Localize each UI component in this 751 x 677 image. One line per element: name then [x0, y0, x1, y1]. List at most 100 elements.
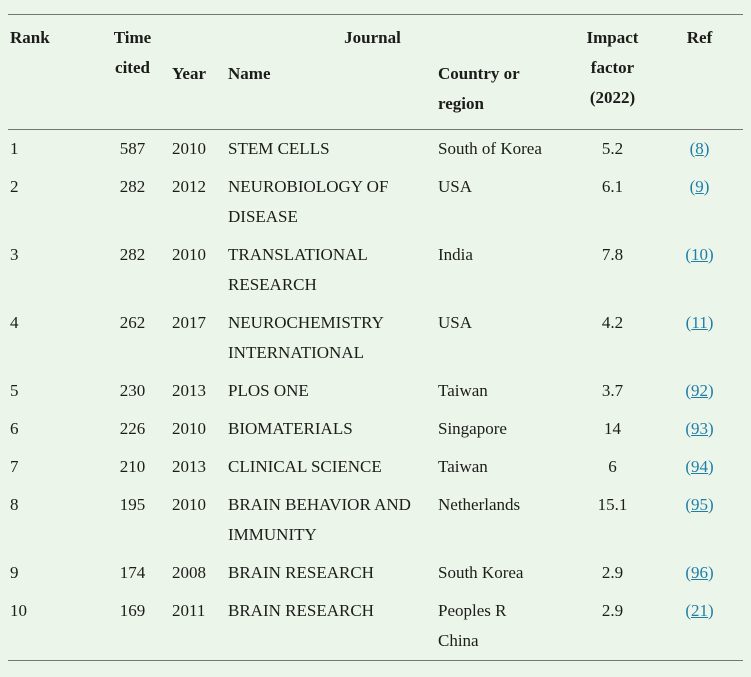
rank-cell: 7 [10, 457, 19, 476]
time-cited-cell: 226 [119, 419, 146, 438]
time-cited-cell: 169 [119, 601, 146, 620]
rank-cell: 5 [10, 381, 19, 400]
journal-name-cell: STEM CELLS [228, 139, 330, 158]
ref-link[interactable]: (95) [685, 495, 713, 514]
impact-factor-cell: 2.9 [601, 601, 624, 620]
ref-open-paren: ( [685, 245, 692, 264]
ref-link[interactable]: (96) [685, 563, 713, 582]
country-cell: Peoples R China [438, 601, 507, 650]
year-cell: 2013 [172, 457, 206, 476]
header-journal-group: Journal [344, 28, 401, 47]
ref-close-paren: ) [703, 139, 710, 158]
ref-open-paren: ( [685, 381, 692, 400]
ref-number: 21 [691, 601, 709, 620]
header-row-sub: Year Name Country or region [8, 53, 743, 130]
year-cell: 2013 [172, 381, 206, 400]
ref-cell: (8) [650, 130, 743, 169]
ref-open-paren: ( [685, 601, 692, 620]
journal-name-cell: NEUROBIOLOGY OF DISEASE [228, 177, 389, 226]
ref-cell: (21) [650, 592, 743, 661]
ref-link[interactable]: (9) [690, 177, 710, 196]
ref-close-paren: ) [708, 245, 714, 264]
country-cell: Netherlands [438, 495, 521, 514]
ref-close-paren: ) [708, 457, 714, 476]
ref-number: 92 [691, 381, 709, 400]
ref-number: 10 [691, 245, 709, 264]
ref-number: 95 [691, 495, 709, 514]
country-cell: Taiwan [438, 457, 488, 476]
table-row: 8 195 2010 BRAIN BEHAVIOR AND IMMUNITY N… [8, 486, 743, 554]
table-row: 10 169 2011 BRAIN RESEARCH Peoples R Chi… [8, 592, 743, 661]
ref-open-paren: ( [685, 457, 692, 476]
journal-name-cell: BRAIN RESEARCH [228, 563, 374, 582]
table-row: 6 226 2010 BIOMATERIALS Singapore 14 (93… [8, 410, 743, 448]
header-time-cited: Time cited [95, 14, 170, 130]
time-cited-cell: 262 [119, 313, 146, 332]
ref-cell: (94) [650, 448, 743, 486]
rank-cell: 10 [10, 601, 27, 620]
table-row: 2 282 2012 NEUROBIOLOGY OF DISEASE USA 6… [8, 168, 743, 236]
year-cell: 2017 [172, 313, 206, 332]
year-cell: 2008 [172, 563, 206, 582]
rank-cell: 1 [10, 139, 19, 158]
impact-factor-cell: 3.7 [601, 381, 624, 400]
table-row: 7 210 2013 CLINICAL SCIENCE Taiwan 6 (94… [8, 448, 743, 486]
ref-close-paren: ) [708, 495, 714, 514]
impact-factor-cell: 15.1 [597, 495, 628, 514]
ref-cell: (92) [650, 372, 743, 410]
year-cell: 2012 [172, 177, 206, 196]
table-row: 9 174 2008 BRAIN RESEARCH South Korea 2.… [8, 554, 743, 592]
header-rank: Rank [8, 14, 95, 130]
year-cell: 2010 [172, 495, 206, 514]
ref-link[interactable]: (11) [686, 313, 714, 332]
ref-close-paren: ) [707, 313, 714, 332]
ref-link[interactable]: (21) [685, 601, 713, 620]
ref-open-paren: ( [685, 495, 692, 514]
impact-factor-cell: 5.2 [601, 139, 624, 158]
time-cited-cell: 210 [119, 457, 146, 476]
time-cited-cell: 587 [119, 139, 146, 158]
ref-number: 8 [695, 139, 704, 158]
ref-close-paren: ) [703, 177, 710, 196]
rank-cell: 9 [10, 563, 19, 582]
ref-number: 11 [691, 313, 708, 332]
ref-link[interactable]: (10) [685, 245, 713, 264]
journal-name-cell: BIOMATERIALS [228, 419, 353, 438]
ref-cell: (9) [650, 168, 743, 236]
ref-cell: (93) [650, 410, 743, 448]
ref-number: 93 [691, 419, 709, 438]
impact-factor-cell: 2.9 [601, 563, 624, 582]
ref-close-paren: ) [708, 419, 714, 438]
journal-name-cell: NEUROCHEMISTRY INTERNATIONAL [228, 313, 384, 362]
ref-link[interactable]: (92) [685, 381, 713, 400]
time-cited-cell: 174 [119, 563, 146, 582]
rank-cell: 4 [10, 313, 19, 332]
time-cited-cell: 282 [119, 177, 146, 196]
ref-link[interactable]: (94) [685, 457, 713, 476]
ref-close-paren: ) [708, 381, 714, 400]
ref-link[interactable]: (8) [690, 139, 710, 158]
rank-cell: 6 [10, 419, 19, 438]
ref-link[interactable]: (93) [685, 419, 713, 438]
journal-name-cell: BRAIN BEHAVIOR AND IMMUNITY [228, 495, 411, 544]
ref-cell: (10) [650, 236, 743, 304]
table-row: 3 282 2010 TRANSLATIONAL RESEARCH India … [8, 236, 743, 304]
ref-open-paren: ( [685, 563, 692, 582]
ref-number: 94 [691, 457, 709, 476]
country-cell: India [438, 245, 473, 264]
time-cited-cell: 282 [119, 245, 146, 264]
rank-cell: 2 [10, 177, 19, 196]
ref-close-paren: ) [708, 601, 714, 620]
header-row-top: Rank Time cited Journal Impact factor (2… [8, 14, 744, 130]
header-ref: Ref [650, 14, 744, 130]
ref-cell: (96) [650, 554, 743, 592]
ref-close-paren: ) [708, 563, 714, 582]
time-cited-cell: 230 [119, 381, 146, 400]
rank-cell: 3 [10, 245, 19, 264]
journal-name-cell: TRANSLATIONAL RESEARCH [228, 245, 368, 294]
ref-open-paren: ( [685, 419, 692, 438]
impact-factor-cell: 14 [604, 419, 622, 438]
country-cell: Taiwan [438, 381, 488, 400]
country-cell: USA [438, 177, 473, 196]
year-cell: 2010 [172, 139, 206, 158]
